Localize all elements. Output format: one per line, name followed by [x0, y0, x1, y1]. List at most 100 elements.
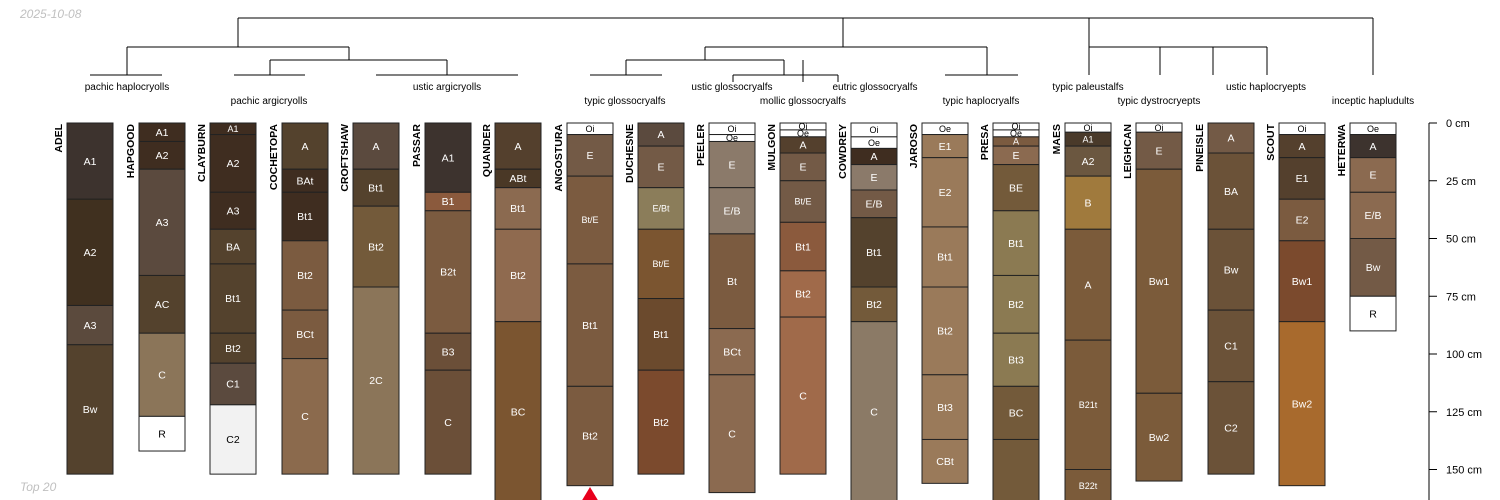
horizon-label: A — [1013, 137, 1019, 147]
horizon-label: Oi — [728, 124, 737, 134]
horizon-label: A3 — [156, 217, 169, 229]
horizon-block — [1349, 295, 1397, 332]
horizon-label: E — [870, 172, 877, 184]
horizon-block — [424, 332, 472, 371]
horizon-block — [637, 369, 685, 475]
horizon-label: Bt2 — [795, 289, 811, 301]
horizon-label: BCt — [296, 329, 314, 341]
horizon-block — [637, 298, 685, 371]
horizon-label: E/B — [1365, 210, 1382, 222]
depth-tick-label: 125 cm — [1446, 407, 1482, 419]
horizon-block — [494, 122, 542, 170]
horizon-label: C2 — [1224, 423, 1238, 435]
horizon-label: A1 — [1082, 134, 1093, 144]
horizon-block — [779, 180, 827, 223]
horizon-block — [921, 157, 969, 228]
horizon-label: Oe — [939, 124, 951, 134]
classification-label: typic paleustalfs — [1052, 82, 1123, 93]
horizon-label: E — [728, 159, 735, 171]
horizon-label: E/B — [724, 205, 741, 217]
horizon-block — [637, 228, 685, 300]
horizon-block — [281, 358, 329, 475]
horizon-label: Bt1 — [297, 211, 313, 223]
horizon-label: 2C — [369, 375, 383, 387]
horizon-label: A — [514, 141, 521, 153]
marker-triangle — [582, 487, 598, 500]
horizon-block — [281, 122, 329, 170]
horizon-label: Bt2 — [1008, 299, 1024, 311]
horizon-label: A — [657, 129, 664, 141]
horizon-block — [992, 332, 1040, 387]
profile-name: LEIGHCAN — [1122, 124, 1134, 179]
horizon-label: Oi — [1012, 122, 1021, 132]
horizon-block — [1064, 175, 1112, 230]
horizon-block — [209, 362, 257, 406]
profile-name: ADEL — [53, 123, 65, 152]
horizon-label: C — [870, 407, 878, 419]
horizon-label: Bt1 — [795, 241, 811, 253]
profile-name: MAES — [1051, 124, 1063, 154]
horizon-label: C1 — [226, 379, 240, 391]
horizon-label: A1 — [156, 127, 169, 139]
horizon-block — [708, 140, 756, 189]
horizon-label: B22t — [1079, 481, 1098, 491]
profile-name: DUCHESNE — [624, 124, 636, 183]
horizon-label: B — [1084, 197, 1091, 209]
horizon-block — [209, 134, 257, 193]
horizon-block — [992, 385, 1040, 440]
horizon-block — [1064, 145, 1112, 177]
horizon-label: Bt2 — [937, 326, 953, 338]
horizon-label: Oe — [1010, 129, 1022, 139]
horizon-label: BC — [1009, 408, 1024, 420]
horizon-label: Bt1 — [225, 293, 241, 305]
horizon-label: BCt — [723, 346, 741, 358]
profile-name: MULGON — [766, 124, 778, 171]
horizon-block — [352, 168, 400, 207]
profile-name: PEELER — [695, 124, 707, 166]
horizon-label: Bt1 — [582, 320, 598, 332]
horizon-block — [138, 168, 186, 276]
horizon-label: C — [799, 390, 807, 402]
horizon-label: Bt2 — [368, 241, 384, 253]
footer-label: Top 20 — [20, 480, 57, 494]
horizon-block — [494, 321, 542, 500]
horizon-label: A — [1084, 279, 1091, 291]
horizon-block — [637, 187, 685, 230]
classification-label: eutric glossocryalfs — [832, 82, 917, 93]
horizon-label: A — [1227, 133, 1234, 145]
horizon-block — [566, 175, 614, 265]
horizon-label: A — [372, 141, 379, 153]
horizon-label: Bw — [83, 404, 98, 416]
horizon-label: Oi — [870, 125, 879, 135]
horizon-block — [209, 191, 257, 230]
horizon-label: Oe — [868, 138, 880, 148]
horizon-label: B3 — [442, 346, 455, 358]
horizon-block — [992, 438, 1040, 500]
horizon-label: E/Bt — [652, 204, 670, 214]
horizon-label: Oi — [799, 122, 808, 132]
horizon-label: BC — [511, 407, 526, 419]
depth-tick-label: 0 cm — [1446, 118, 1470, 130]
horizon-block — [779, 270, 827, 318]
horizon-label: E — [1155, 145, 1162, 157]
horizon-label: A2 — [1082, 156, 1095, 168]
horizon-label: Bt/E — [652, 259, 669, 269]
horizon-label: R — [158, 428, 166, 440]
horizon-label: Bt/E — [794, 197, 811, 207]
horizon-label: Oe — [1367, 124, 1379, 134]
horizon-label: E — [586, 150, 593, 162]
horizon-block — [1207, 152, 1255, 230]
horizon-label: Bt/E — [581, 215, 598, 225]
horizon-block — [1349, 157, 1397, 193]
horizon-label: Bt3 — [1008, 354, 1024, 366]
horizon-block — [209, 228, 257, 265]
horizon-label: C — [158, 369, 166, 381]
date-label: 2025-10-08 — [20, 7, 82, 21]
horizon-block — [1278, 321, 1326, 487]
depth-tick-label: 100 cm — [1446, 349, 1482, 361]
horizon-block — [708, 328, 756, 376]
profile-name: ANGOSTURA — [553, 124, 565, 192]
horizon-label: A2 — [84, 247, 97, 259]
horizon-label: A2 — [227, 158, 240, 170]
horizon-label: Bt1 — [510, 203, 526, 215]
